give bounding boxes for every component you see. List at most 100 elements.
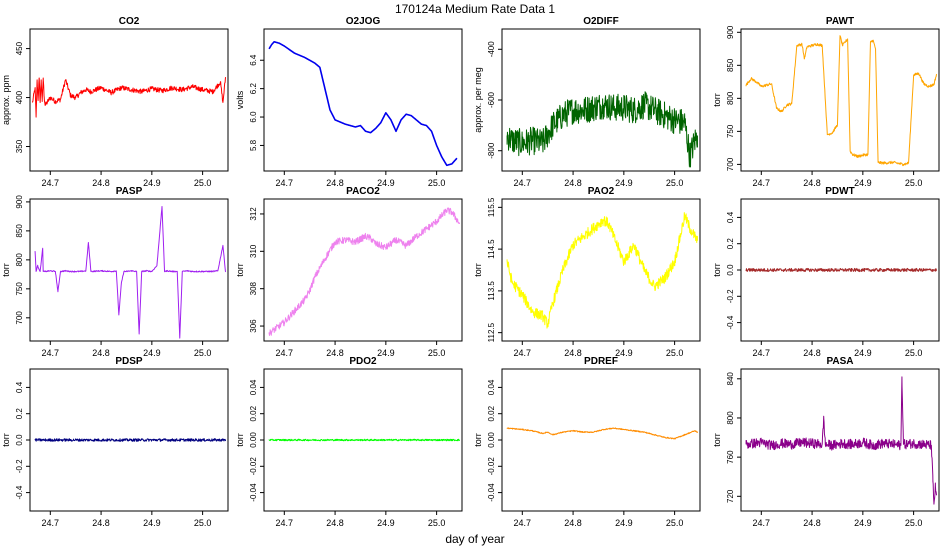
series-line-pawt <box>745 35 937 167</box>
plot-frame-paco2 <box>263 198 463 342</box>
y-axis-label-co2: approx. ppm <box>1 75 11 125</box>
y-tick-label-pdsp: 0.0 <box>15 434 24 446</box>
x-tick-label-pasa: 24.7 <box>753 518 771 528</box>
x-tick-label-pawt: 24.8 <box>803 178 821 188</box>
series-line-o2diff <box>506 91 698 168</box>
plot-frame-pawt <box>740 28 940 172</box>
x-tick-label-pdref: 24.7 <box>514 518 532 528</box>
panels: CO2 24.7 24.8 24.9 25.0 350 400 450 approx. ppm O… <box>1 16 940 528</box>
x-tick-label-paco2: 25.0 <box>428 348 446 358</box>
y-axis-label-pdref: torr <box>473 433 483 447</box>
panel-title-pao2: PAO2 <box>588 186 615 197</box>
x-tick-label-pasp: 24.7 <box>42 348 60 358</box>
x-tick-label-pdwt: 24.9 <box>854 348 872 358</box>
panel-pdsp: PDSP 24.7 24.8 24.9 25.0 -0.4 -0.2 0.0 0.2 0.4 tor… <box>1 356 229 528</box>
x-tick-label-pdwt: 24.7 <box>753 348 771 358</box>
y-tick-label-pdref: 0.02 <box>487 405 496 421</box>
x-tick-label-pdsp: 24.7 <box>42 518 60 528</box>
x-tick-label-o2jog: 24.8 <box>326 178 344 188</box>
series-line-pdsp <box>34 438 226 442</box>
y-tick-label-pasp: 800 <box>15 253 24 267</box>
series-line-pdo2 <box>268 438 460 442</box>
x-tick-label-pdref: 24.9 <box>615 518 633 528</box>
series-line-pasa <box>745 376 937 505</box>
panel-title-pdref: PDREF <box>584 356 618 367</box>
series-line-pasp <box>34 206 226 339</box>
panel-title-co2: CO2 <box>119 16 140 27</box>
y-tick-label-pao2: 114.5 <box>487 239 496 259</box>
y-tick-label-pdsp: 0.4 <box>15 381 24 393</box>
panel-pasa: PASA 24.7 24.8 24.9 25.0 720 760 800 840 torr <box>712 356 940 528</box>
panel-title-pdsp: PDSP <box>115 356 143 367</box>
y-axis-label-pao2: torr <box>473 263 483 277</box>
y-tick-label-o2jog: 6.4 <box>249 54 258 66</box>
x-tick-label-pasa: 24.8 <box>803 518 821 528</box>
x-tick-label-o2diff: 24.8 <box>564 178 582 188</box>
figure-x-axis-label: day of year <box>445 532 504 546</box>
y-tick-label-pdref: -0.04 <box>487 483 496 502</box>
panel-title-pasp: PASP <box>116 186 143 197</box>
plot-frame-o2jog <box>263 28 463 172</box>
y-tick-label-o2diff: -600 <box>487 91 496 108</box>
y-tick-label-pdwt: -0.2 <box>726 289 735 303</box>
y-tick-label-o2jog: 6.0 <box>249 111 258 123</box>
series-line-pdwt <box>745 267 937 273</box>
y-tick-label-pdo2: 0.00 <box>249 432 258 448</box>
y-tick-label-co2: 400 <box>15 90 24 104</box>
panel-pdwt: PDWT 24.7 24.8 24.9 25.0 -0.4 -0.2 0.0 0.2 0.4 tor… <box>712 186 940 358</box>
panel-pdo2: PDO2 24.7 24.8 24.9 25.0 -0.04 -0.02 0.00 0.02 0.… <box>235 356 463 528</box>
x-tick-label-o2jog: 24.9 <box>377 178 395 188</box>
y-tick-label-pao2: 112.5 <box>487 322 496 342</box>
y-tick-label-pdsp: 0.2 <box>15 408 24 420</box>
x-tick-label-pasp: 24.8 <box>92 348 110 358</box>
y-axis-label-pdo2: torr <box>235 433 245 447</box>
plot-frame-pao2 <box>501 198 701 342</box>
x-tick-label-pasa: 24.9 <box>854 518 872 528</box>
panel-title-o2diff: O2DIFF <box>583 16 619 27</box>
panel-pao2: PAO2 24.7 24.8 24.9 25.0 112.5 113.5 114.5 115.5… <box>473 186 701 358</box>
panel-title-pdo2: PDO2 <box>349 356 377 367</box>
y-tick-label-pasa: 720 <box>726 489 735 503</box>
y-tick-label-pawt: 750 <box>726 124 735 138</box>
x-tick-label-o2diff: 24.9 <box>615 178 633 188</box>
panel-o2jog: O2JOG 24.7 24.8 24.9 25.0 5.8 6.0 6.2 6.4 volts <box>235 16 463 188</box>
y-axis-label-pasp: torr <box>1 263 11 277</box>
x-tick-label-co2: 25.0 <box>194 178 212 188</box>
x-tick-label-pdo2: 25.0 <box>428 518 446 528</box>
y-tick-label-pasp: 750 <box>15 282 24 296</box>
x-tick-label-pao2: 24.8 <box>564 348 582 358</box>
y-axis-label-o2diff: approx. per meg <box>473 67 483 133</box>
y-tick-label-pdsp: -0.4 <box>15 485 24 499</box>
y-tick-label-pasp: 900 <box>15 195 24 209</box>
panel-title-pawt: PAWT <box>826 16 854 27</box>
panel-pasp: PASP 24.7 24.8 24.9 25.0 700 750 800 850 900 torr <box>1 186 229 358</box>
x-tick-label-pdwt: 25.0 <box>905 348 923 358</box>
x-tick-label-pasp: 25.0 <box>194 348 212 358</box>
y-tick-label-paco2: 308 <box>249 281 258 295</box>
plot-frame-pasa <box>740 368 940 512</box>
x-tick-label-pdref: 24.8 <box>564 518 582 528</box>
x-tick-label-pasp: 24.9 <box>143 348 161 358</box>
y-axis-label-pawt: torr <box>712 93 722 107</box>
y-tick-label-pdo2: 0.02 <box>249 405 258 421</box>
y-tick-label-pdo2: -0.04 <box>249 483 258 502</box>
y-axis-label-o2jog: volts <box>235 90 245 109</box>
series-line-co2 <box>32 76 226 118</box>
y-tick-label-co2: 450 <box>15 41 24 55</box>
x-tick-label-pdsp: 25.0 <box>194 518 212 528</box>
x-tick-label-o2jog: 24.7 <box>276 178 294 188</box>
y-tick-label-o2jog: 6.2 <box>249 83 258 95</box>
y-tick-label-pdref: -0.02 <box>487 457 496 476</box>
y-axis-label-pdsp: torr <box>1 433 11 447</box>
x-tick-label-co2: 24.8 <box>92 178 110 188</box>
plot-frame-pasp <box>29 198 229 342</box>
y-tick-label-pdwt: -0.4 <box>726 315 735 329</box>
y-tick-label-pasa: 800 <box>726 411 735 425</box>
y-tick-label-pao2: 113.5 <box>487 281 496 301</box>
y-axis-label-paco2: torr <box>235 263 245 277</box>
y-tick-label-co2: 350 <box>15 139 24 153</box>
x-tick-label-o2diff: 24.7 <box>514 178 532 188</box>
x-tick-label-o2diff: 25.0 <box>666 178 684 188</box>
x-tick-label-pasa: 25.0 <box>905 518 923 528</box>
y-tick-label-paco2: 312 <box>249 207 258 221</box>
